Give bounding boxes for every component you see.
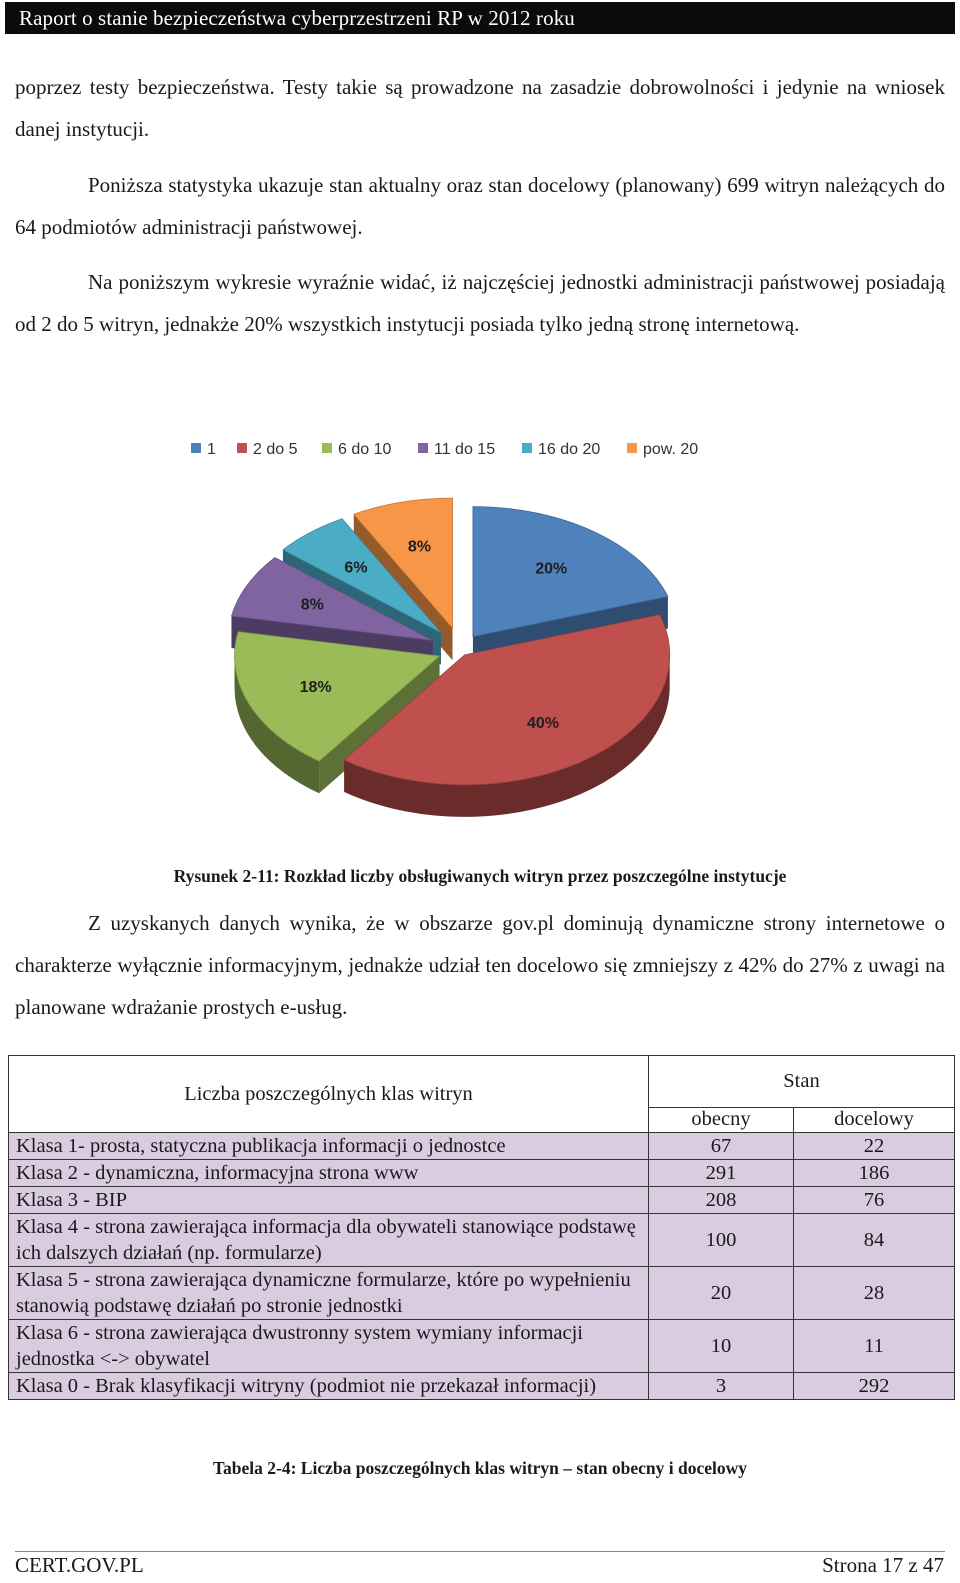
slice-pow-20 [353, 497, 453, 630]
report-title: Raport o stanie bezpieczeństwa cyberprze… [19, 6, 575, 30]
legend-swatch [627, 443, 637, 453]
slice-2-do-5 [343, 614, 671, 786]
legend-swatch [522, 443, 532, 453]
legend-label: 16 do 20 [538, 441, 600, 458]
row-current: 67 [648, 1132, 794, 1160]
figure-caption: Rysunek 2-11: Rozkład liczby obsługiwany… [173, 866, 787, 886]
row-label: Klasa 3 - BIP [8, 1186, 649, 1214]
paragraph-tests: poprzez testy bezpieczeństwa. Testy taki… [15, 75, 945, 141]
table-row: Klasa 1- prosta, statyczna publikacja in… [8, 1132, 955, 1160]
legend-swatch [191, 443, 201, 453]
slice-rim [234, 656, 320, 794]
legend-label: 1 [207, 441, 216, 458]
row-target: 76 [793, 1186, 955, 1214]
row-current: 10 [648, 1319, 794, 1373]
row-label: Klasa 6 - strona zawierająca dwustronny … [8, 1319, 649, 1373]
legend-label: 6 do 10 [338, 441, 391, 458]
chart-data-labels: 20% 40% 18% 8% 6% 8% [300, 538, 568, 732]
data-label: 40% [527, 715, 559, 732]
table-header-target: docelowy [793, 1106, 955, 1134]
slice-16-do-20 [282, 518, 442, 634]
slice-1 [472, 506, 669, 638]
paragraph-statistics: Poniższa statystyka ukazuje stan aktualn… [15, 173, 945, 239]
table-row: Klasa 3 - BIP 208 76 [8, 1186, 955, 1214]
footer-page-number: Strona 17 z 47 [822, 1553, 944, 1577]
row-label: Klasa 4 - strona zawierająca informacja … [8, 1213, 649, 1267]
table-header-current: obecny [648, 1106, 794, 1134]
row-label: Klasa 5 - strona zawierająca dynamiczne … [8, 1266, 649, 1320]
table-header-stan: Stan [648, 1055, 955, 1108]
footer-divider [15, 1551, 945, 1552]
site-classes-table: Liczba poszczególnych klas witryn Stan o… [8, 1055, 955, 1400]
row-target: 28 [793, 1266, 955, 1320]
row-target: 186 [793, 1159, 955, 1187]
legend-swatch [418, 443, 428, 453]
running-header: Raport o stanie bezpieczeństwa cyberprze… [5, 2, 955, 34]
row-target: 22 [793, 1132, 955, 1160]
row-label: Klasa 0 - Brak klasyfikacji witryny (pod… [8, 1372, 649, 1400]
row-current: 100 [648, 1213, 794, 1267]
legend-label: 11 do 15 [434, 441, 495, 458]
legend-label: 2 do 5 [253, 441, 298, 458]
table-header-main: Liczba poszczególnych klas witryn [8, 1055, 649, 1133]
row-current: 3 [648, 1372, 794, 1400]
row-label: Klasa 1- prosta, statyczna publikacja in… [8, 1132, 649, 1160]
data-label: 6% [344, 560, 367, 577]
paragraph-findings: Z uzyskanych danych wynika, że w obszarz… [15, 911, 945, 1019]
slice-6-do-10 [234, 631, 441, 762]
chart-slices [230, 497, 671, 817]
paragraph-chart-intro: Na poniższym wykresie wyraźnie widać, iż… [15, 270, 945, 336]
legend-swatch [322, 443, 332, 453]
legend-label: pow. 20 [643, 441, 698, 458]
row-current: 20 [648, 1266, 794, 1320]
row-current: 291 [648, 1159, 794, 1187]
table-caption: Tabela 2-4: Liczba poszczególnych klas w… [212, 1458, 748, 1478]
table-row: Klasa 2 - dynamiczna, informacyjna stron… [8, 1159, 955, 1187]
row-target: 84 [793, 1213, 955, 1267]
table-row: Klasa 5 - strona zawierająca dynamiczne … [8, 1266, 955, 1320]
data-label: 18% [300, 679, 332, 696]
data-label: 8% [408, 538, 431, 555]
row-target: 292 [793, 1372, 955, 1400]
row-label: Klasa 2 - dynamiczna, informacyjna stron… [8, 1159, 649, 1187]
chart-legend: 1 2 do 5 6 do 10 11 do 15 16 do 20 pow. 20 [191, 441, 698, 458]
footer-site: CERT.GOV.PL [15, 1553, 144, 1577]
row-target: 11 [793, 1319, 955, 1373]
pie-chart: 1 2 do 5 6 do 10 11 do 15 16 do 20 pow. 20 20… [191, 441, 698, 817]
data-label: 8% [301, 596, 324, 613]
row-current: 208 [648, 1186, 794, 1214]
slice-rim [344, 654, 670, 817]
table-row: Klasa 0 - Brak klasyfikacji witryny (pod… [8, 1372, 955, 1400]
table-row: Klasa 6 - strona zawierająca dwustronny … [8, 1319, 955, 1373]
table-row: Klasa 4 - strona zawierająca informacja … [8, 1213, 955, 1267]
slice-11-do-15 [230, 557, 434, 641]
data-label: 20% [535, 560, 567, 577]
legend-swatch [237, 443, 247, 453]
